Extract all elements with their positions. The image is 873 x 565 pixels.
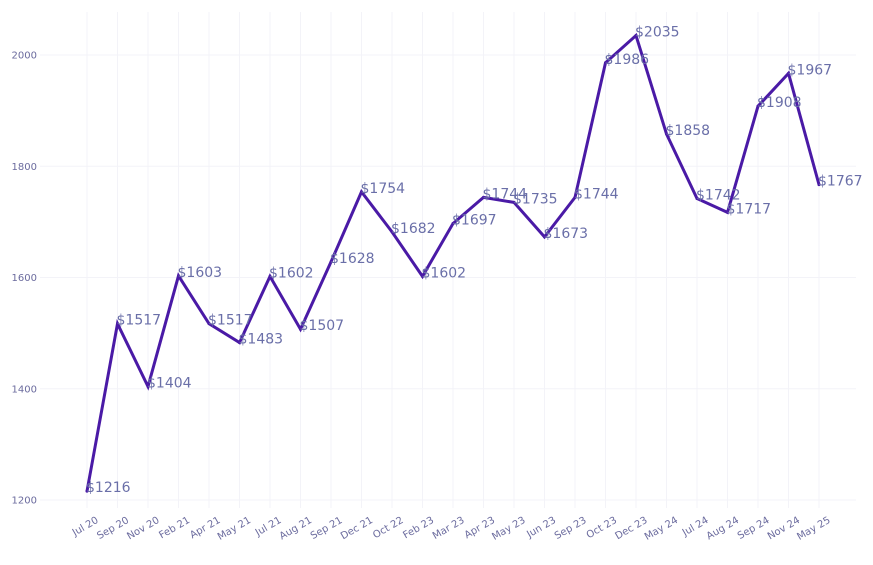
x-tick-label: Sep 21	[309, 515, 345, 542]
data-label: $1682	[391, 221, 436, 237]
data-label: $1603	[178, 265, 223, 281]
x-tick-label: Sep 20	[95, 515, 131, 542]
data-point	[85, 489, 89, 493]
data-label: $1483	[239, 332, 284, 348]
data-point	[116, 322, 119, 326]
x-tick-label: Dec 23	[613, 515, 649, 542]
data-point	[299, 327, 302, 331]
x-tick-label: Jul 20	[70, 515, 101, 539]
y-tick-label: 2000	[12, 51, 37, 62]
data-point	[695, 197, 699, 201]
data-point	[238, 341, 241, 345]
x-tick-label: Jun 23	[524, 515, 558, 541]
data-label: $1908	[757, 95, 802, 111]
data-label: $1967	[788, 62, 833, 78]
data-label: $1673	[544, 226, 589, 242]
data-label: $1735	[513, 191, 558, 207]
data-label: $1986	[605, 52, 650, 68]
data-point	[146, 385, 150, 389]
x-tick-label: May 25	[795, 515, 832, 543]
data-point	[451, 222, 455, 226]
x-tick-label: May 23	[490, 515, 527, 543]
y-tick-label: 1800	[12, 162, 37, 173]
data-label: $1404	[147, 376, 192, 392]
x-tick-label: Oct 22	[371, 515, 405, 541]
y-axis-ticks: 1200 1400 1600 1800 2000	[12, 51, 37, 507]
x-tick-label: Sep 23	[553, 515, 589, 542]
x-tick-label: May 21	[216, 515, 253, 543]
data-label: $1858	[666, 123, 711, 139]
data-point	[573, 195, 577, 199]
x-tick-label: Aug 24	[705, 515, 741, 542]
data-label: $1602	[269, 265, 314, 281]
data-label: $1754	[361, 181, 406, 197]
x-tick-label: Nov 20	[125, 515, 161, 542]
data-label: $1517	[117, 313, 162, 329]
data-label: $1744	[574, 186, 619, 202]
data-point	[390, 230, 394, 234]
data-label: $1717	[727, 201, 772, 217]
data-point	[268, 274, 272, 278]
data-label: $1697	[452, 213, 497, 229]
data-label: $1216	[86, 480, 131, 496]
data-point	[787, 71, 790, 75]
x-tick-label: May 24	[643, 515, 680, 543]
data-point	[329, 260, 333, 264]
y-tick-label: 1200	[12, 496, 37, 507]
x-tick-label: Dec 21	[339, 515, 375, 542]
data-labels: $1216 $1517 $1404 $1603 $1517 $1483 $1602 $1507…	[85, 25, 863, 496]
data-point	[665, 132, 668, 136]
data-point	[207, 322, 211, 326]
data-point	[726, 210, 729, 214]
grid	[40, 12, 856, 508]
data-point	[482, 195, 485, 199]
data-point	[817, 183, 821, 187]
x-tick-label: Mar 23	[431, 515, 467, 542]
data-point	[360, 190, 363, 194]
x-tick-label: Nov 24	[766, 515, 802, 542]
x-tick-label: Sep 24	[736, 515, 772, 542]
y-tick-label: 1400	[12, 384, 37, 395]
x-tick-label: Aug 21	[278, 515, 314, 542]
data-label: $1742	[696, 188, 741, 204]
y-tick-label: 1600	[12, 273, 37, 284]
data-label: $1628	[330, 251, 375, 267]
data-point	[421, 274, 424, 278]
data-point	[543, 235, 546, 239]
x-tick-label: Feb 23	[401, 515, 436, 541]
data-point	[756, 104, 760, 108]
data-label: $1602	[422, 265, 467, 281]
data-point	[634, 34, 638, 38]
data-label: $1744	[483, 186, 528, 202]
data-label: $1517	[208, 313, 253, 329]
x-tick-label: Oct 23	[585, 515, 619, 541]
data-label: $2035	[635, 25, 680, 41]
x-tick-label: Feb 21	[157, 515, 192, 541]
data-point	[177, 274, 180, 278]
data-point	[604, 61, 607, 65]
data-label: $1507	[300, 318, 345, 334]
data-point	[512, 200, 516, 204]
data-label: $1767	[818, 174, 863, 190]
